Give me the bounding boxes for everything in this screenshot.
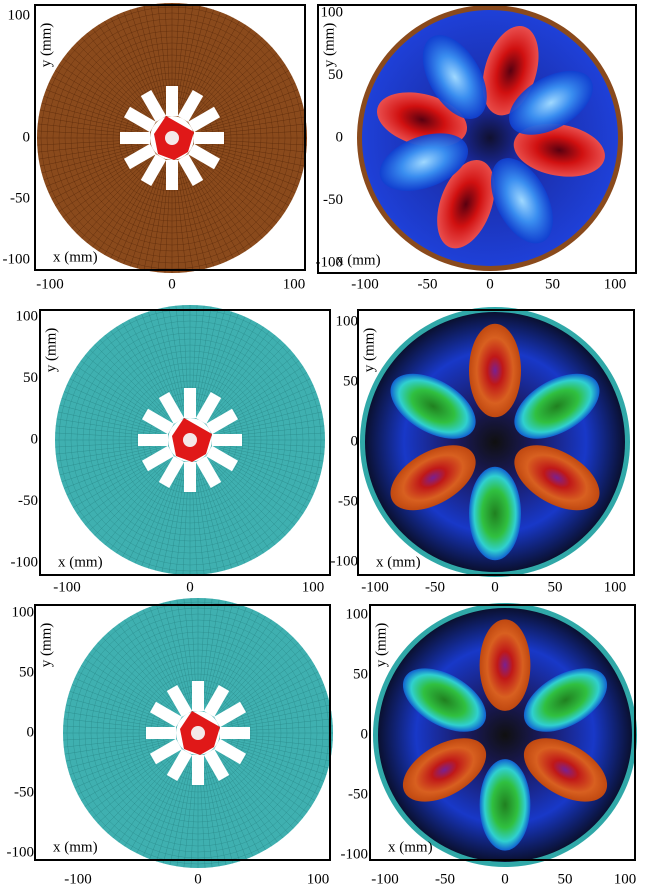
y-tick-label: -50 bbox=[14, 784, 34, 800]
figure: 1000-50-100-1000100y (mm)x (mm)100500-50… bbox=[0, 0, 646, 890]
panel: 100500-50-100-1000100y (mm)x (mm) bbox=[7, 598, 334, 887]
x-axis-label: x (mm) bbox=[53, 839, 98, 855]
y-tick-label: -50 bbox=[348, 786, 368, 802]
x-tick-label: 0 bbox=[194, 871, 202, 887]
y-tick-label: 50 bbox=[353, 666, 368, 682]
slot bbox=[194, 132, 224, 144]
slot bbox=[184, 462, 196, 492]
slot bbox=[212, 434, 242, 446]
y-tick-label: -100 bbox=[3, 251, 31, 267]
x-tick-label: -50 bbox=[435, 871, 455, 887]
x-tick-label: 100 bbox=[302, 579, 325, 595]
y-tick-label: 0 bbox=[351, 433, 359, 449]
hole bbox=[183, 433, 197, 447]
x-tick-label: -100 bbox=[53, 579, 81, 595]
y-tick-label: 100 bbox=[346, 606, 369, 622]
x-tick-label: -50 bbox=[418, 276, 438, 292]
x-tick-label: 100 bbox=[604, 276, 627, 292]
x-tick-label: -50 bbox=[425, 579, 445, 595]
y-tick-label: -100 bbox=[7, 844, 35, 860]
y-axis-label: y (mm) bbox=[373, 623, 389, 668]
hole bbox=[191, 726, 205, 740]
x-tick-label: 50 bbox=[558, 871, 573, 887]
x-tick-label: 100 bbox=[604, 579, 627, 595]
x-tick-label: -100 bbox=[371, 871, 399, 887]
y-tick-label: 50 bbox=[343, 373, 358, 389]
y-tick-label: -50 bbox=[10, 190, 30, 206]
x-tick-label: 0 bbox=[501, 871, 509, 887]
x-tick-label: 0 bbox=[491, 579, 499, 595]
slot bbox=[192, 755, 204, 785]
y-tick-label: -50 bbox=[338, 493, 358, 509]
slot bbox=[166, 86, 178, 116]
x-axis-label: x (mm) bbox=[388, 839, 433, 855]
slot bbox=[184, 388, 196, 418]
x-tick-label: 0 bbox=[168, 276, 176, 292]
y-tick-label: -50 bbox=[18, 493, 38, 509]
slot bbox=[120, 132, 150, 144]
y-tick-label: 100 bbox=[321, 4, 344, 20]
contour-lobe bbox=[480, 759, 531, 850]
x-axis-label: x (mm) bbox=[376, 554, 421, 570]
y-tick-label: 100 bbox=[336, 313, 359, 329]
hole bbox=[165, 131, 179, 145]
y-tick-label: -100 bbox=[331, 553, 359, 569]
y-tick-label: 100 bbox=[12, 604, 35, 620]
y-tick-label: -50 bbox=[323, 192, 343, 208]
y-tick-label: 50 bbox=[23, 370, 38, 386]
x-tick-label: 0 bbox=[186, 579, 194, 595]
y-axis-label: y (mm) bbox=[43, 328, 59, 373]
y-axis-label: y (mm) bbox=[38, 623, 54, 668]
y-tick-label: 50 bbox=[328, 67, 343, 83]
y-axis-label: y (mm) bbox=[361, 328, 377, 373]
y-tick-label: 0 bbox=[23, 129, 31, 145]
x-tick-label: 100 bbox=[307, 871, 330, 887]
slot bbox=[166, 160, 178, 190]
x-tick-label: 0 bbox=[486, 276, 494, 292]
x-tick-label: -100 bbox=[361, 579, 389, 595]
panel: 100500-50-100-100-50050100y (mm)x (mm) bbox=[341, 603, 638, 887]
x-axis-label: x (mm) bbox=[336, 252, 381, 268]
y-tick-label: 100 bbox=[16, 308, 39, 324]
y-tick-label: 100 bbox=[8, 7, 31, 23]
panel: 100500-50-100-1000100y (mm)x (mm) bbox=[11, 305, 331, 595]
y-tick-label: 0 bbox=[361, 726, 369, 742]
y-tick-label: 0 bbox=[336, 129, 344, 145]
contour-lobe bbox=[480, 619, 531, 710]
contour-lobe bbox=[469, 324, 521, 418]
x-tick-label: 50 bbox=[545, 276, 560, 292]
x-axis-label: x (mm) bbox=[58, 554, 103, 570]
x-tick-label: 50 bbox=[548, 579, 563, 595]
x-tick-label: 100 bbox=[283, 276, 306, 292]
slot bbox=[146, 727, 176, 739]
panel: 100 0 -50 -100 -100 0 100 y (mm) x (mm) bbox=[3, 3, 308, 292]
x-tick-label: 100 bbox=[614, 871, 637, 887]
y-tick-label: 50 bbox=[19, 664, 34, 680]
slot bbox=[220, 727, 250, 739]
slot bbox=[192, 681, 204, 711]
x-tick-label: -100 bbox=[351, 276, 379, 292]
y-tick-label: -100 bbox=[341, 846, 369, 862]
y-tick-label: 0 bbox=[31, 431, 39, 447]
x-tick-label: -100 bbox=[36, 276, 64, 292]
y-axis-label: y (mm) bbox=[321, 23, 337, 68]
contour-lobe bbox=[469, 467, 521, 561]
slot bbox=[138, 434, 168, 446]
y-axis-label: y (mm) bbox=[38, 23, 54, 68]
x-axis-label: x (mm) bbox=[53, 249, 98, 265]
y-tick-label: 0 bbox=[27, 724, 35, 740]
x-tick-label: -100 bbox=[64, 871, 92, 887]
y-tick-label: -100 bbox=[11, 554, 39, 570]
